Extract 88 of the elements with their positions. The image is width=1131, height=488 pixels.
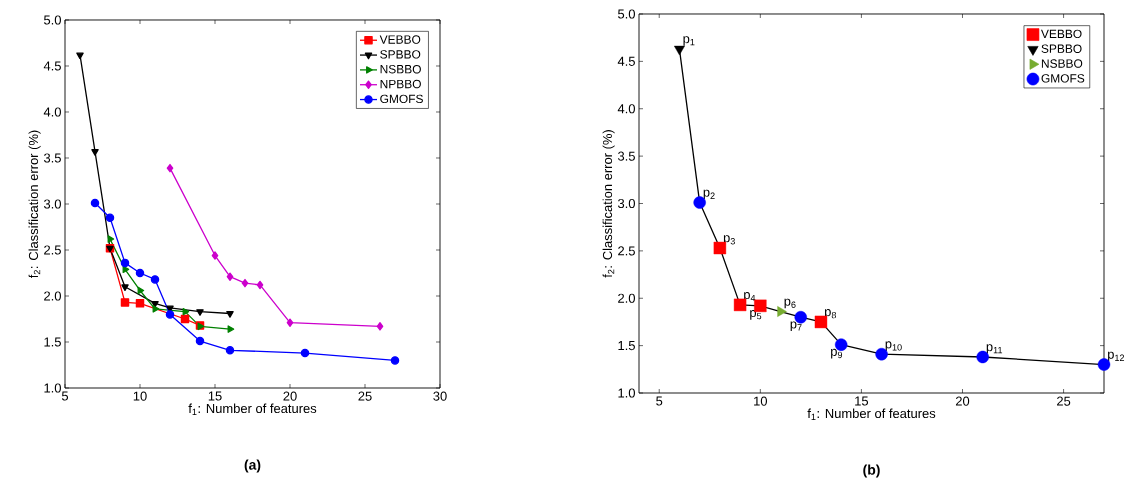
point (227, 325, 235, 333)
x-tick-label: 5 (656, 396, 663, 406)
point (105, 213, 115, 223)
legend-label: VEBBO (379, 35, 421, 44)
y-tick-label: 3.0 (617, 198, 635, 209)
point (180, 314, 190, 324)
point (135, 299, 145, 308)
point (135, 268, 145, 278)
y-tick-label: 2.5 (618, 246, 635, 256)
y-axis-title: f$_{2}$: Classification error (%) (602, 130, 615, 278)
legend-label: SPBBO (1041, 44, 1082, 53)
annotation: p$_{12}$ (1108, 351, 1125, 362)
legend-label: GMOFS (380, 94, 423, 104)
annotation: p$_{2}$ (703, 189, 715, 200)
y-tick-label: 5.0 (43, 15, 61, 25)
y-tick-label: 4.5 (43, 61, 61, 71)
annotation: p$_{10}$ (885, 341, 902, 351)
x-tick-label: 10 (133, 391, 147, 401)
legend-label: SPBBO (380, 50, 421, 59)
x-axis-title: f$_{1}$: Number of features (188, 403, 317, 416)
x-tick-label: 30 (433, 391, 447, 401)
y-tick-label: 3.5 (617, 151, 635, 161)
annotation: p$_{6}$ (784, 298, 796, 309)
annotation: p$_{9}$ (831, 348, 843, 359)
y-tick-label: 3.5 (43, 153, 61, 163)
x-tick-label: 15 (208, 391, 222, 401)
annotation: p$_{1}$ (683, 36, 695, 46)
text: (a) (244, 459, 261, 473)
x-axis-title: f$_{1}$: Number of features (807, 408, 936, 421)
point (241, 278, 249, 288)
point (256, 280, 264, 290)
point (107, 235, 115, 243)
point (152, 305, 160, 313)
legend-label: NSBBO (1041, 59, 1083, 68)
point (211, 251, 219, 260)
y-tick-label: 5.0 (618, 9, 635, 19)
point (376, 322, 384, 331)
y-tick-label: 4.5 (617, 56, 635, 66)
legend-label: VEBBO (1040, 29, 1082, 39)
point (300, 348, 310, 358)
y-tick-label: 2.0 (618, 293, 635, 303)
x-tick-label: 15 (855, 396, 869, 406)
point (151, 300, 159, 308)
point (165, 310, 175, 319)
annotation: p$_{5}$ (750, 310, 762, 320)
point (182, 307, 190, 316)
legend-label: NPBBO (380, 79, 421, 89)
point (225, 346, 235, 355)
point (390, 356, 400, 365)
point (90, 198, 100, 208)
point (674, 45, 685, 56)
text: (b) (863, 464, 880, 478)
annotation: p$_{7}$ (790, 321, 802, 332)
legend-label: NSBBO (380, 64, 421, 74)
point (733, 298, 747, 312)
point (120, 298, 130, 307)
point (120, 258, 130, 268)
y-tick-label: 1.0 (44, 383, 61, 393)
point (226, 272, 234, 281)
point (91, 149, 99, 156)
x-tick-label: 5 (61, 391, 69, 401)
point (137, 286, 145, 295)
annotation: p$_{11}$ (986, 344, 1003, 354)
point (286, 318, 294, 327)
point (150, 275, 160, 284)
y-tick-label: 1.5 (618, 341, 635, 351)
x-tick-label: 25 (1057, 396, 1071, 406)
x-tick-label: 25 (358, 391, 372, 401)
point (196, 309, 204, 316)
point (814, 315, 828, 329)
y-tick-label: 4.0 (43, 107, 61, 117)
x-tick-label: 20 (955, 396, 970, 406)
y-tick-label: 2.0 (44, 291, 61, 301)
x-tick-label: 20 (283, 391, 297, 401)
y-tick-label: 1.5 (44, 337, 61, 347)
point (166, 163, 174, 173)
point (226, 311, 234, 318)
point (121, 284, 129, 292)
y-tick-label: 3.0 (43, 199, 61, 209)
y-axis-title: f$_{2}$: Classification error (%) (28, 130, 41, 279)
point (195, 336, 205, 346)
point (76, 52, 84, 60)
y-tick-label: 2.5 (44, 245, 61, 255)
point (713, 241, 727, 255)
y-tick-label: 4.0 (617, 104, 635, 114)
y-tick-label: 1.0 (618, 388, 635, 398)
legend-label: GMOFS (1041, 74, 1085, 83)
x-tick-label: 10 (754, 396, 768, 406)
